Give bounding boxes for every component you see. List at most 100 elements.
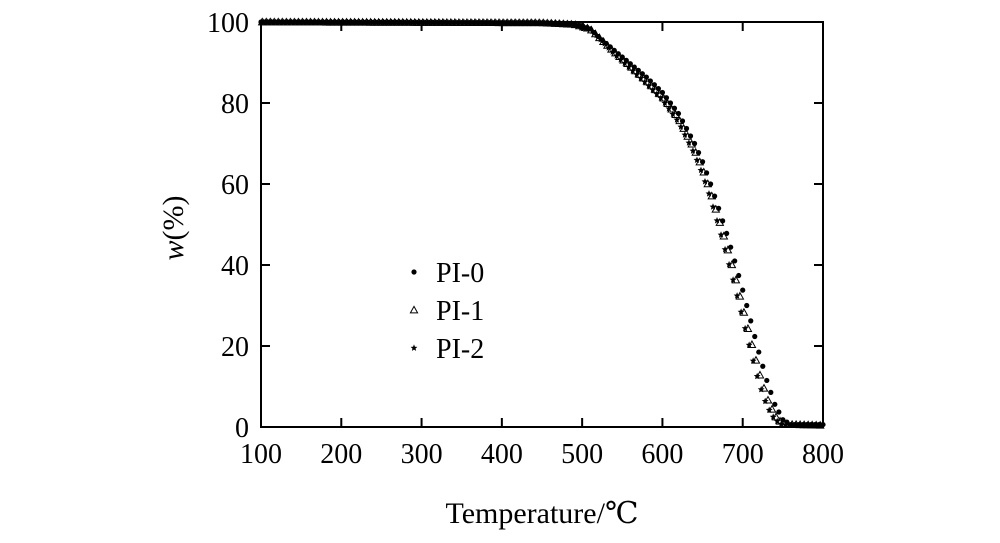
data-point xyxy=(763,395,773,404)
data-point xyxy=(589,27,596,35)
data-point xyxy=(777,420,785,427)
data-point xyxy=(744,302,750,309)
data-point xyxy=(605,44,613,51)
data-point xyxy=(416,18,424,26)
data-point xyxy=(597,35,605,43)
data-point xyxy=(621,59,629,67)
data-point xyxy=(344,18,352,26)
data-point xyxy=(336,18,344,26)
data-point xyxy=(376,18,384,26)
data-point xyxy=(741,324,749,332)
data-point xyxy=(667,100,674,106)
data-point xyxy=(468,19,476,26)
data-point xyxy=(757,385,765,393)
data-point xyxy=(813,422,821,429)
data-point xyxy=(404,18,412,26)
data-point xyxy=(760,363,766,369)
series-pi-2 xyxy=(259,18,825,429)
data-point xyxy=(637,74,645,82)
legend-label-pi-0: PI-0 xyxy=(436,258,484,289)
axis-tick-labels: 100 200 300 400 500 600 700 800 0 20 40 60 80 100 xyxy=(207,8,844,470)
data-point xyxy=(565,20,572,28)
data-point xyxy=(280,18,287,25)
data-point xyxy=(709,203,717,210)
data-point xyxy=(292,18,299,26)
data-point xyxy=(817,422,825,429)
data-point xyxy=(420,18,428,26)
data-point xyxy=(288,18,295,25)
data-point xyxy=(761,397,769,405)
data-point xyxy=(749,357,757,364)
y-tick-label: 40 xyxy=(221,251,249,282)
data-point xyxy=(528,19,536,26)
data-point xyxy=(516,19,524,26)
data-point xyxy=(737,308,745,315)
data-point xyxy=(641,78,649,85)
y-axis-title-symbol: w xyxy=(157,240,190,260)
data-point xyxy=(308,18,315,26)
data-point xyxy=(781,421,789,428)
x-tick-label: 700 xyxy=(722,439,764,470)
data-point xyxy=(428,18,436,26)
data-point xyxy=(691,140,698,147)
data-point xyxy=(577,22,584,30)
data-point xyxy=(360,18,368,26)
data-point xyxy=(593,31,601,39)
data-point xyxy=(693,156,701,164)
data-point xyxy=(613,52,621,59)
data-point xyxy=(716,205,722,211)
data-point xyxy=(725,260,733,268)
data-point xyxy=(484,19,492,26)
data-point xyxy=(609,48,617,55)
data-point xyxy=(320,18,328,26)
data-point xyxy=(324,18,332,26)
series-pi-0 xyxy=(258,19,826,428)
data-point xyxy=(677,123,685,130)
data-point xyxy=(653,90,661,97)
axis-ticks xyxy=(260,21,824,428)
data-point xyxy=(284,18,291,25)
data-point xyxy=(768,389,774,395)
data-point xyxy=(348,18,356,26)
data-point xyxy=(657,94,665,102)
data-point xyxy=(561,20,568,27)
data-point xyxy=(745,341,753,348)
data-point xyxy=(436,18,444,26)
data-point xyxy=(259,18,267,25)
data-point xyxy=(801,421,809,429)
data-point xyxy=(764,377,770,384)
data-point xyxy=(776,409,782,415)
legend-marker-pi-1 xyxy=(409,305,419,314)
data-point xyxy=(444,18,452,26)
data-point xyxy=(721,245,729,253)
data-point xyxy=(729,276,737,283)
y-tick-label: 20 xyxy=(221,332,249,363)
data-point xyxy=(356,18,364,26)
y-tick-label: 100 xyxy=(207,8,249,39)
x-tick-label: 300 xyxy=(401,439,443,470)
data-point xyxy=(464,19,472,26)
data-point xyxy=(573,21,580,29)
data-point xyxy=(352,18,360,26)
data-point xyxy=(340,18,348,26)
data-point xyxy=(569,20,576,28)
data-point xyxy=(396,18,404,26)
data-point xyxy=(380,18,388,26)
data-point xyxy=(805,421,813,429)
x-tick-label: 100 xyxy=(240,439,282,470)
data-point xyxy=(733,292,741,299)
data-point xyxy=(740,287,746,293)
legend-label-pi-2: PI-2 xyxy=(436,334,484,365)
data-point xyxy=(785,421,793,429)
data-point xyxy=(532,19,540,26)
data-point xyxy=(665,105,673,112)
data-point xyxy=(756,349,762,355)
data-point xyxy=(697,166,705,174)
y-tick-label: 0 xyxy=(235,413,249,444)
data-point xyxy=(629,67,637,74)
data-point xyxy=(424,18,432,26)
data-point xyxy=(496,19,504,26)
data-point xyxy=(769,413,777,420)
data-point xyxy=(661,99,669,107)
